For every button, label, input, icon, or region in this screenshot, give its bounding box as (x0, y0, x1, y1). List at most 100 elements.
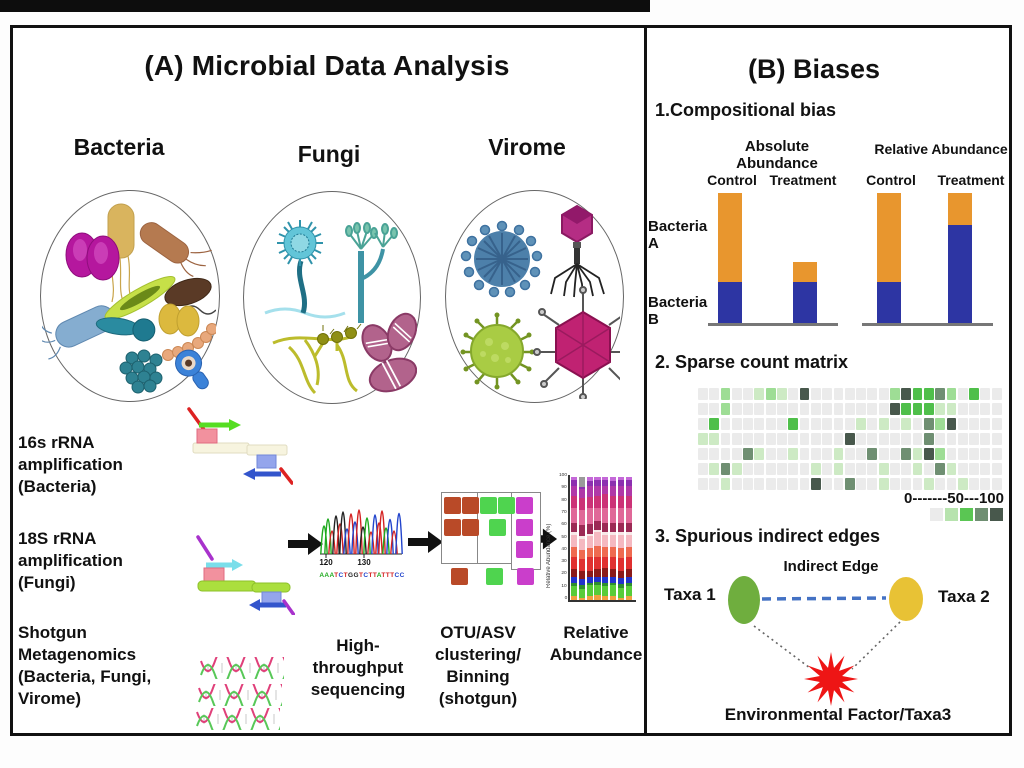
abundance-segment (625, 547, 632, 557)
abundance-segment (602, 582, 609, 587)
matrix-cell (923, 388, 934, 400)
abundance-segment (578, 497, 586, 511)
abundance-segment (625, 576, 632, 583)
panel-divider (644, 25, 647, 733)
abundance-ytick: 80 (561, 497, 567, 502)
matrix-cell (991, 463, 1002, 475)
matrix-cell (743, 448, 753, 460)
matrix-cell (991, 448, 1002, 460)
matrix-cell (777, 478, 787, 490)
method-shotgun-line2: (Bacteria, Fungi, (18, 667, 152, 687)
sequence-base: A (319, 572, 325, 579)
matrix-cell (720, 448, 731, 460)
abundance-segment (594, 581, 601, 586)
matrix-legend-label: 0-------50---100 (903, 490, 1004, 507)
otu-square (516, 519, 533, 536)
method-16s-line2: (Bacteria) (18, 477, 97, 497)
abundance-segment (609, 532, 617, 535)
matrix-cell (856, 433, 866, 445)
indirect-edge-label: Indirect Edge (783, 558, 879, 575)
flow-arrow-icon (408, 531, 443, 553)
bacterium-keyhole-blue-icon (175, 349, 209, 390)
abundance-ytick: 70 (561, 509, 567, 515)
abundance-segment (571, 586, 578, 597)
bar-segment-bacteria-b (877, 282, 901, 323)
abundance-segment (625, 485, 632, 496)
abundance-segment (571, 532, 578, 535)
indirect-edge-dashed-line (761, 596, 887, 601)
abundance-segment (602, 534, 609, 548)
matrix-cell (957, 448, 968, 460)
chromatogram-tick-130: 130 (357, 558, 371, 567)
abundance-segment (602, 477, 609, 480)
abundance-segment (578, 549, 586, 560)
matrix-cell (743, 403, 753, 415)
abundance-segment (617, 570, 625, 578)
legend-swatch (945, 508, 958, 521)
matrix-cell (743, 418, 753, 430)
sequence-base: A (376, 572, 382, 579)
abundance-segment (578, 570, 586, 580)
matrix-cell (878, 478, 889, 490)
abundance-segment (625, 479, 632, 486)
abundance-segment (594, 485, 601, 496)
group-label-relative: Relative Abundance (874, 141, 1008, 157)
matrix-cell (777, 403, 787, 415)
bar-segment-bacteria-b (793, 282, 817, 323)
abundance-segment (609, 485, 617, 496)
otu-square (516, 541, 533, 558)
matrix-cell (731, 418, 742, 430)
step-abundance-line1: Relative (563, 623, 629, 642)
matrix-cell (980, 388, 991, 400)
method-shotgun-label: Shotgun Metagenomics (Bacteria, Fungi, V… (18, 622, 198, 710)
bar-segment-bacteria-b (948, 225, 972, 323)
abundance-segment (578, 477, 586, 487)
abundance-segment (617, 522, 625, 533)
matrix-cell (720, 478, 731, 490)
abundance-segment (594, 507, 601, 522)
abundance-segment (609, 576, 617, 583)
matrix-cell (856, 388, 866, 400)
matrix-cell (788, 463, 799, 475)
fungus-hyphae-icon (272, 335, 358, 395)
matrix-cell (890, 478, 900, 490)
abundance-segment (625, 556, 632, 570)
bacterium-rod-brown-icon (139, 222, 212, 278)
matrix-cell (810, 403, 821, 415)
abundance-segment (609, 507, 617, 523)
abundance-segment (571, 477, 578, 480)
abundance-segment (617, 584, 625, 588)
abundance-segment (594, 557, 601, 570)
matrix-cell (844, 418, 855, 430)
otu-square (444, 497, 461, 514)
method-18s-line2: (Fungi) (18, 573, 76, 593)
matrix-cell (822, 418, 833, 430)
method-16s-line1: 16s rRNA amplification (18, 433, 123, 475)
legend-swatch (960, 508, 973, 521)
matrix-cell (788, 418, 799, 430)
matrix-cell (698, 478, 708, 490)
abundance-segment (586, 570, 593, 577)
matrix-cell (923, 433, 934, 445)
panel-a-title: (A) Microbial Data Analysis (144, 50, 510, 81)
matrix-cell (844, 448, 855, 460)
abundance-ytick: 30 (561, 558, 567, 564)
abundance-segment (578, 597, 586, 600)
direct-edge-dotted-line-1 (753, 625, 811, 669)
matrix-cell (709, 463, 720, 475)
matrix-cell (912, 448, 923, 460)
method-18s-label: 18S rRNA amplification (Fungi) (18, 528, 198, 594)
step-otu-line3: Binning (446, 667, 510, 687)
matrix-cell (698, 388, 708, 400)
matrix-cell (878, 403, 889, 415)
fungus-aspergillus-icon (264, 220, 346, 319)
matrix-cell (743, 463, 753, 475)
abundance-segment (625, 532, 632, 535)
abundance-segment (586, 557, 593, 571)
matrix-cell (698, 448, 708, 460)
fungus-sporangia-icon (317, 323, 362, 345)
abundance-bar (578, 477, 586, 600)
sequence-base: A (329, 572, 335, 579)
comp-bar-relative-treatment (948, 192, 972, 323)
